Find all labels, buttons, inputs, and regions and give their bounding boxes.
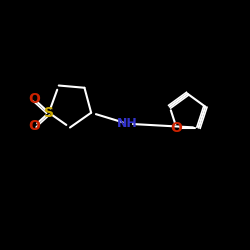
Text: O: O <box>170 121 182 135</box>
Text: S: S <box>44 106 54 120</box>
Text: NH: NH <box>117 117 138 130</box>
Text: O: O <box>28 120 40 134</box>
Text: O: O <box>28 92 40 106</box>
